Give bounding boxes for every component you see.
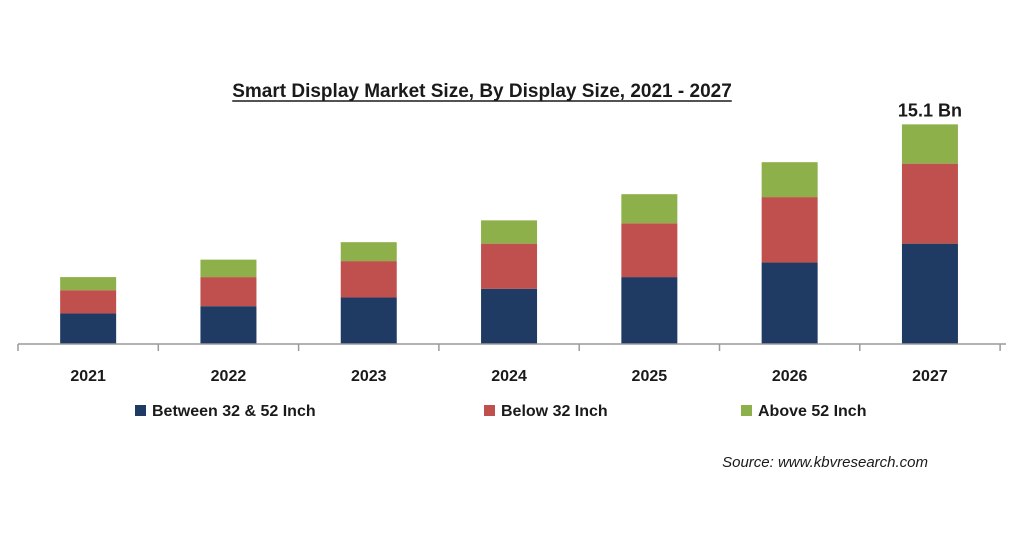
x-tick-label: 2021 bbox=[70, 368, 106, 385]
x-tick-label: 2023 bbox=[351, 368, 387, 385]
bar-2022-series-0 bbox=[200, 306, 257, 344]
bar-2025-series-1 bbox=[621, 223, 678, 278]
bar-2022-series-1 bbox=[200, 277, 257, 307]
bar-2027-series-2 bbox=[901, 124, 958, 164]
bars: 15.1 Bn bbox=[60, 100, 962, 344]
legend: Between 32 & 52 Inch Below 32 Inch Above 5… bbox=[135, 403, 866, 420]
bar-2023-series-2 bbox=[340, 242, 397, 262]
bar-2023-series-1 bbox=[340, 261, 397, 298]
bar-2022-series-2 bbox=[200, 259, 257, 278]
x-ticks bbox=[17, 344, 1001, 351]
bar-2025-series-2 bbox=[621, 194, 678, 224]
x-tick-label: 2022 bbox=[211, 368, 247, 385]
bar-2026-series-1 bbox=[761, 197, 818, 263]
legend-swatch bbox=[741, 405, 752, 416]
total-label: 15.1 Bn bbox=[898, 100, 962, 120]
x-tick-label: 2024 bbox=[491, 368, 527, 385]
x-tick-label: 2025 bbox=[632, 368, 668, 385]
bar-2024-series-2 bbox=[481, 220, 538, 244]
legend-label: Below 32 Inch bbox=[501, 403, 608, 420]
bar-2026-series-0 bbox=[761, 262, 818, 344]
x-tick-label: 2026 bbox=[772, 368, 808, 385]
legend-label: Between 32 & 52 Inch bbox=[152, 403, 316, 420]
bar-2024-series-1 bbox=[481, 243, 538, 289]
bar-2021-series-0 bbox=[60, 313, 117, 344]
bar-2024-series-0 bbox=[481, 288, 538, 344]
bar-2021-series-1 bbox=[60, 290, 117, 314]
bar-2026-series-2 bbox=[761, 162, 818, 198]
legend-label: Above 52 Inch bbox=[758, 403, 866, 420]
bar-2021-series-2 bbox=[60, 277, 117, 291]
bar-2025-series-0 bbox=[621, 277, 678, 344]
legend-swatch bbox=[484, 405, 495, 416]
bar-2027-series-1 bbox=[901, 163, 958, 244]
x-tick-label: 2027 bbox=[912, 368, 948, 385]
chart-title: Smart Display Market Size, By Display Si… bbox=[232, 81, 732, 102]
bar-2023-series-0 bbox=[340, 297, 397, 344]
bar-2027-series-0 bbox=[901, 243, 958, 344]
source-note: Source: www.kbvresearch.com bbox=[722, 454, 928, 471]
legend-swatch bbox=[135, 405, 146, 416]
x-tick-labels: 2021 2022 2023 2024 2025 2026 2027 bbox=[70, 368, 947, 385]
